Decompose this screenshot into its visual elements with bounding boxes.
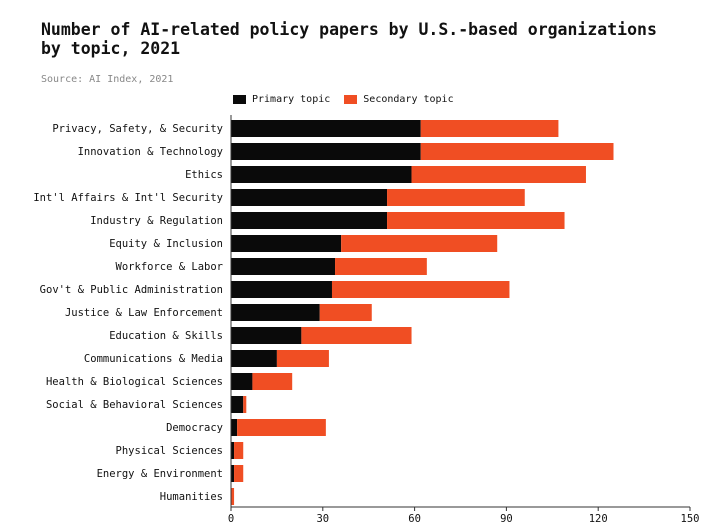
- bar-primary: [231, 258, 336, 275]
- bar-primary: [231, 465, 235, 482]
- category-label: Gov't & Public Administration: [40, 284, 223, 296]
- x-tick-label: 150: [681, 513, 700, 525]
- category-label: Ethics: [185, 169, 223, 181]
- category-label: Privacy, Safety, & Security: [52, 123, 223, 135]
- bar-primary: [231, 189, 388, 206]
- x-tick-label: 60: [408, 513, 421, 525]
- bar-secondary: [231, 488, 235, 505]
- bar-secondary: [335, 258, 427, 275]
- chart-source: Source: AI Index, 2021: [41, 74, 174, 85]
- category-label: Humanities: [160, 491, 223, 503]
- bar-primary: [231, 235, 342, 252]
- bar-primary: [231, 442, 235, 459]
- bar-secondary: [234, 442, 244, 459]
- bar-secondary: [276, 350, 329, 367]
- bar-primary: [231, 281, 332, 298]
- legend-label-primary: Primary topic: [252, 94, 331, 105]
- category-label: Innovation & Technology: [78, 146, 223, 158]
- bar-secondary: [252, 373, 293, 390]
- x-tick-label: 120: [589, 513, 608, 525]
- category-label: Social & Behavioral Sciences: [46, 399, 223, 411]
- chart-legend: Primary topic Secondary topic: [233, 94, 454, 105]
- category-label: Health & Biological Sciences: [46, 376, 223, 388]
- category-label: Energy & Environment: [97, 468, 223, 480]
- bar-secondary: [387, 212, 565, 229]
- x-tick-label: 30: [316, 513, 329, 525]
- bar-secondary: [243, 396, 247, 413]
- bar-secondary: [341, 235, 498, 252]
- category-label: Democracy: [166, 422, 223, 434]
- bar-secondary: [319, 304, 372, 321]
- bar-secondary: [301, 327, 412, 344]
- bar-secondary: [331, 281, 510, 298]
- legend-swatch-secondary: [344, 95, 358, 104]
- bar-primary: [231, 419, 238, 436]
- bar-primary: [231, 166, 412, 183]
- legend-item-secondary: Secondary topic: [344, 94, 454, 105]
- category-label: Int'l Affairs & Int'l Security: [33, 192, 223, 204]
- bar-secondary: [420, 120, 559, 137]
- bar-primary: [231, 143, 421, 160]
- x-tick-label: 90: [500, 513, 513, 525]
- bar-primary: [231, 120, 421, 137]
- bar-secondary: [387, 189, 525, 206]
- category-label: Communications & Media: [84, 353, 223, 365]
- bar-secondary: [411, 166, 586, 183]
- category-label: Justice & Law Enforcement: [65, 307, 223, 319]
- category-label: Education & Skills: [109, 330, 223, 342]
- bar-secondary: [234, 465, 244, 482]
- bar-primary: [231, 396, 244, 413]
- bar-secondary: [420, 143, 614, 160]
- bar-secondary: [237, 419, 326, 436]
- bar-primary: [231, 350, 277, 367]
- bar-primary: [231, 304, 320, 321]
- category-label: Equity & Inclusion: [109, 238, 223, 250]
- bar-primary: [231, 212, 388, 229]
- x-tick-label: 0: [228, 513, 234, 525]
- legend-item-primary: Primary topic: [233, 94, 330, 105]
- bar-primary: [231, 373, 253, 390]
- legend-label-secondary: Secondary topic: [363, 94, 454, 105]
- category-label: Physical Sciences: [116, 445, 223, 457]
- chart-title: Number of AI-related policy papers by U.…: [41, 20, 657, 58]
- legend-swatch-primary: [233, 95, 246, 104]
- bar-primary: [231, 327, 302, 344]
- category-label: Industry & Regulation: [90, 215, 223, 227]
- category-label: Workforce & Labor: [116, 261, 223, 273]
